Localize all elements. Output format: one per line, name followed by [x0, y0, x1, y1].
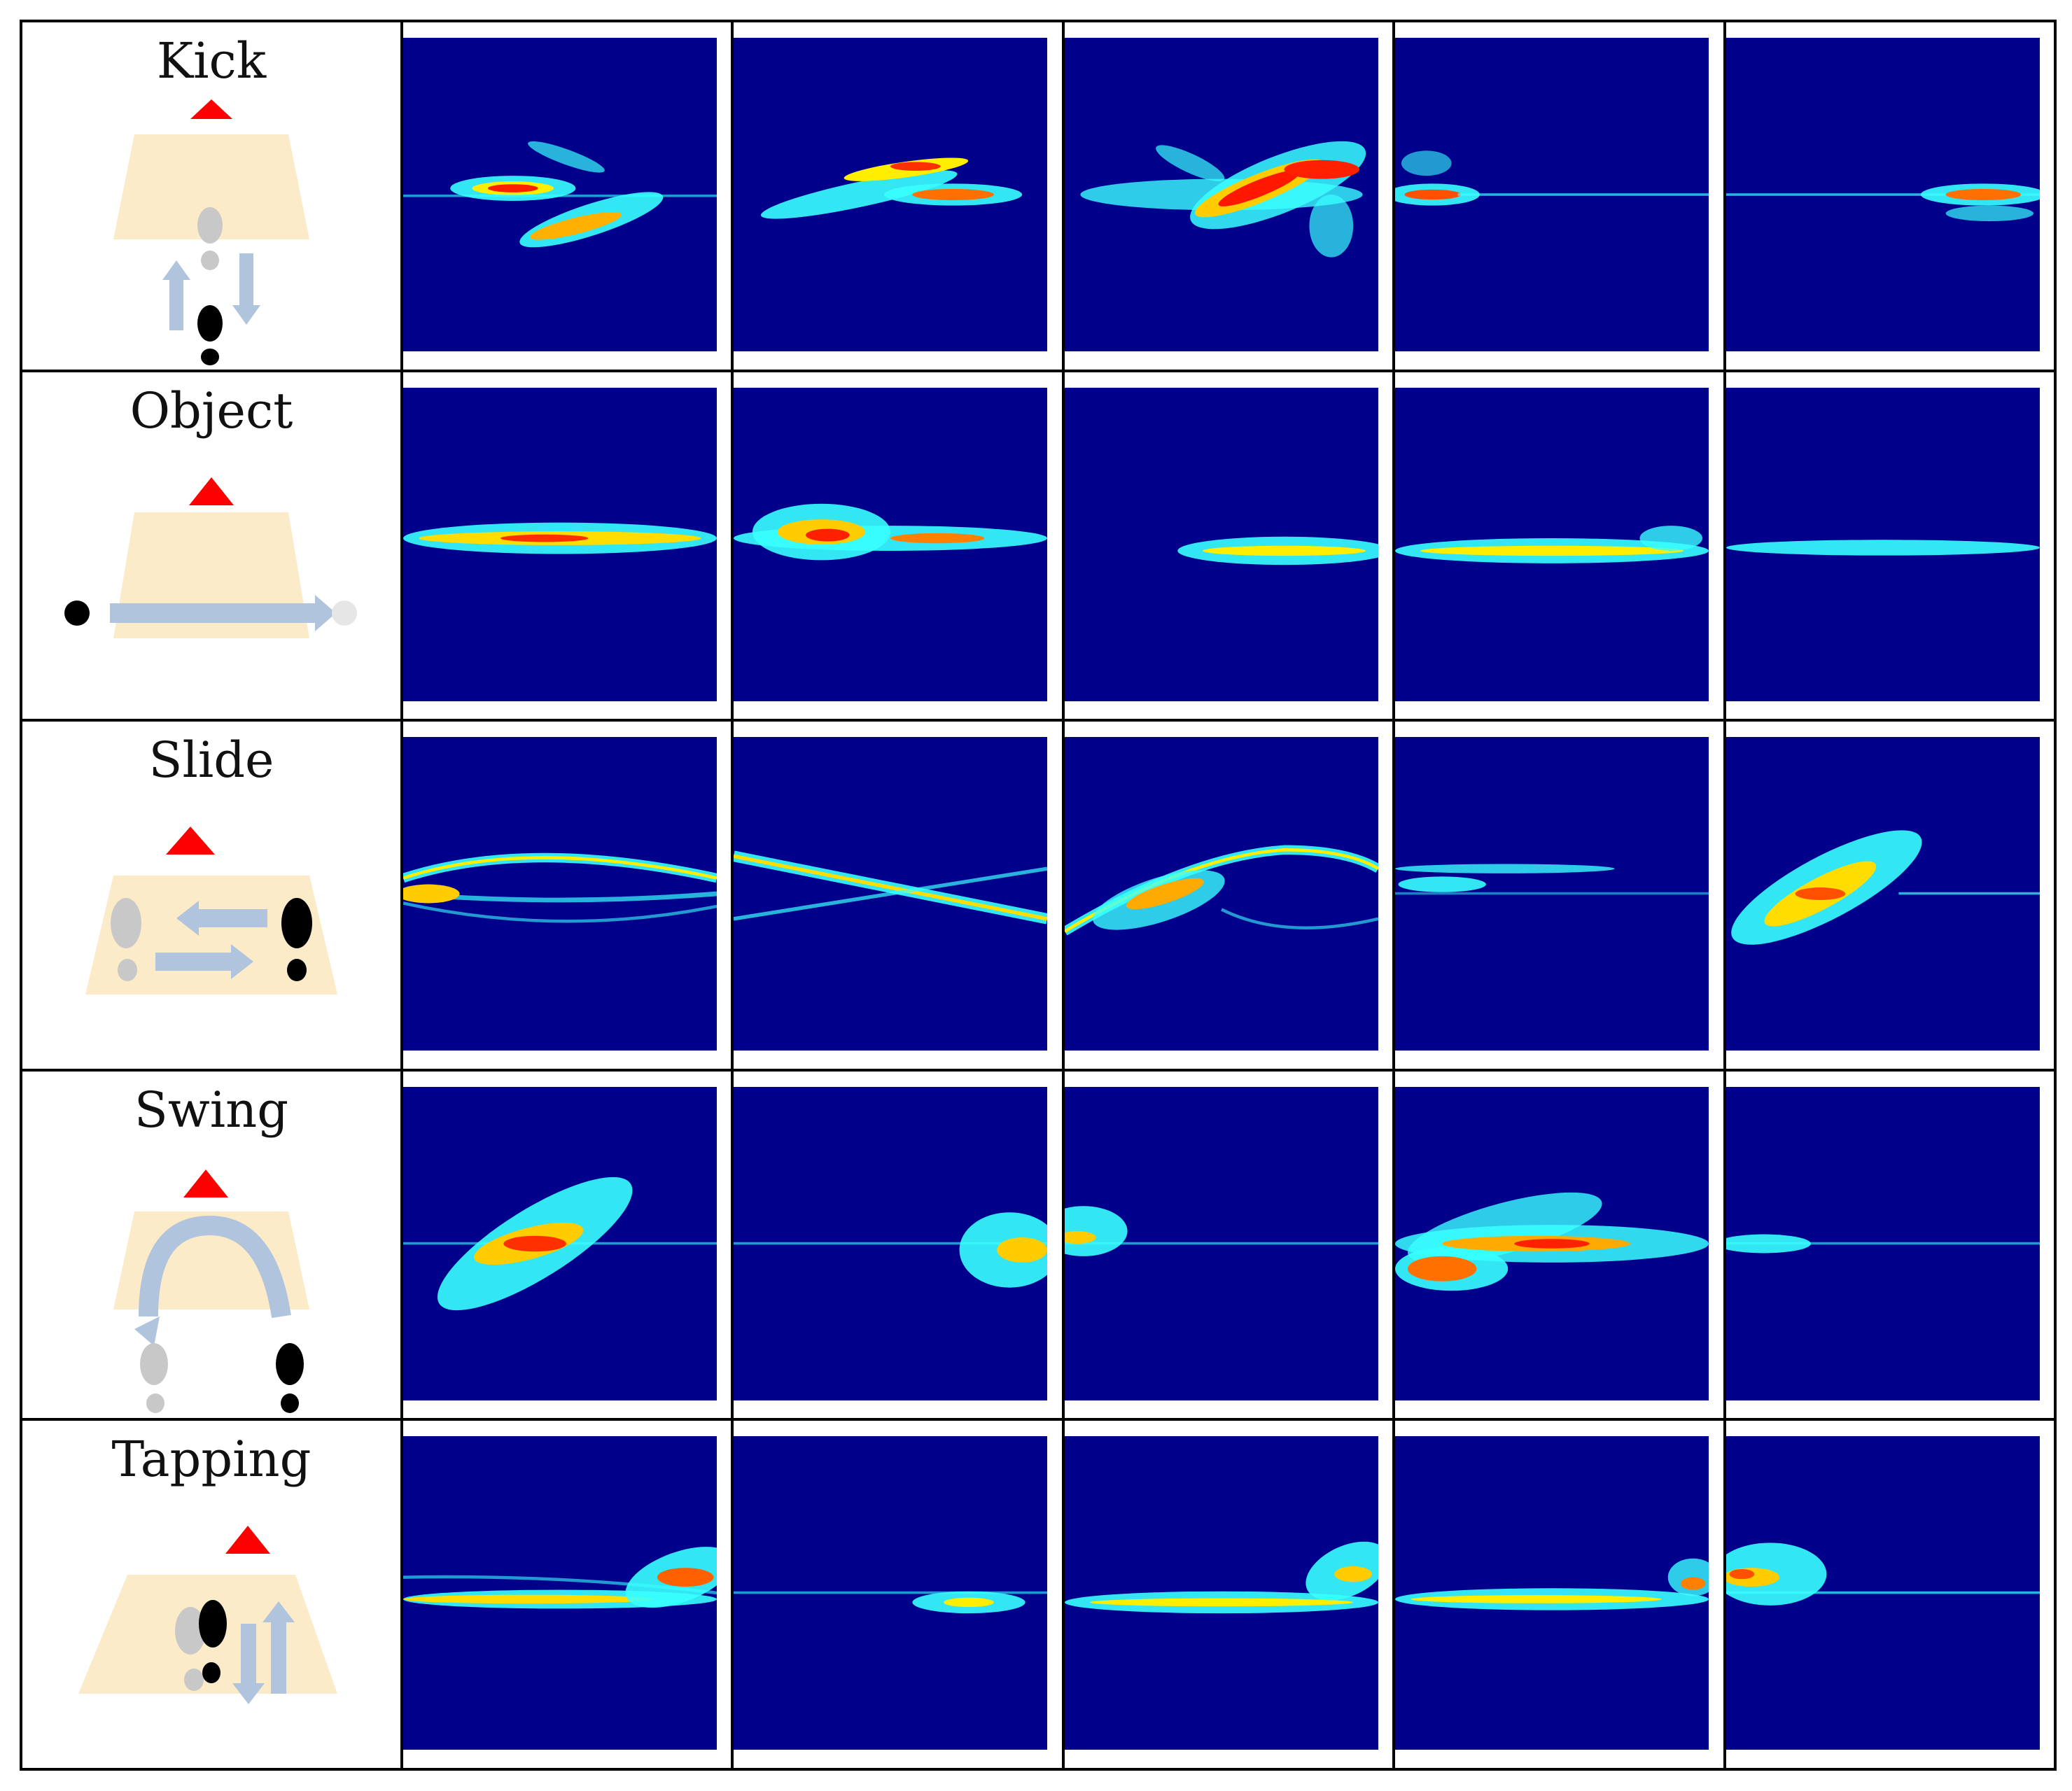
row-swing: Swing	[20, 1068, 2057, 1421]
row-tapping: Tapping	[20, 1418, 2057, 1771]
spectrogram-image	[405, 737, 717, 1051]
spectrogram-kick-1	[400, 20, 734, 372]
spectrogram-image	[1727, 1086, 2040, 1400]
spectrogram-kick-2	[731, 20, 1065, 372]
spectrogram-image	[735, 387, 1048, 701]
gesture-cell-object: Object	[20, 369, 403, 722]
gesture-cell-slide: Slide	[20, 719, 403, 1072]
spectrogram-image	[1396, 1086, 1709, 1400]
spectrogram-object-5	[1723, 369, 2057, 722]
row-slide: Slide	[20, 719, 2057, 1072]
spectrogram-kick-5	[1723, 20, 2057, 372]
spectrogram-image	[405, 1436, 717, 1750]
spectrogram-swing-4	[1392, 1068, 1726, 1421]
row-kick: Kick	[20, 20, 2057, 372]
spectrogram-object-2	[731, 369, 1065, 722]
gesture-label-kick: Kick	[156, 32, 267, 90]
spectrogram-object-1	[400, 369, 734, 722]
spectrogram-image	[735, 1436, 1048, 1750]
spectrogram-tapping-1	[400, 1418, 734, 1771]
spectrogram-image	[1396, 737, 1709, 1051]
spectrogram-image	[1065, 38, 1378, 351]
object-gesture-icon	[64, 477, 357, 638]
spectrogram-tapping-5	[1723, 1418, 2057, 1771]
spectrogram-image	[735, 737, 1048, 1051]
gesture-cell-tapping: Tapping	[20, 1418, 403, 1771]
spectrogram-image	[735, 1086, 1048, 1400]
row-object: Object	[20, 369, 2057, 722]
gesture-spectrogram-grid: Kick	[20, 20, 2057, 1771]
spectrogram-kick-3	[1061, 20, 1396, 372]
spectrogram-image	[405, 1086, 717, 1400]
spectrogram-image	[1065, 1086, 1378, 1400]
spectrogram-image	[1396, 38, 1709, 351]
spectrogram-swing-5	[1723, 1068, 2057, 1421]
spectrogram-object-4	[1392, 369, 1726, 722]
gesture-label-slide: Slide	[148, 731, 274, 789]
spectrogram-image	[1727, 737, 2040, 1051]
slide-gesture-icon	[85, 827, 337, 995]
spectrogram-image	[1727, 1436, 2040, 1750]
spectrogram-image	[1396, 1436, 1709, 1750]
kick-gesture-icon	[113, 99, 309, 365]
spectrogram-image	[405, 387, 717, 701]
spectrogram-slide-3	[1061, 719, 1396, 1072]
spectrogram-swing-1	[400, 1068, 734, 1421]
spectrogram-slide-5	[1723, 719, 2057, 1072]
spectrogram-tapping-4	[1392, 1418, 1726, 1771]
swing-gesture-icon	[113, 1169, 309, 1413]
spectrogram-swing-2	[731, 1068, 1065, 1421]
spectrogram-swing-3	[1061, 1068, 1396, 1421]
spectrogram-tapping-2	[731, 1418, 1065, 1771]
tapping-gesture-icon	[78, 1526, 337, 1705]
gesture-cell-kick: Kick	[20, 20, 403, 372]
spectrogram-image	[1065, 1436, 1378, 1750]
spectrogram-tapping-3	[1061, 1418, 1396, 1771]
gesture-label-object: Object	[130, 381, 293, 440]
spectrogram-image	[1727, 387, 2040, 701]
spectrogram-slide-1	[400, 719, 734, 1072]
spectrogram-image	[1065, 737, 1378, 1051]
spectrogram-image	[1065, 387, 1378, 701]
gesture-label-tapping: Tapping	[111, 1431, 312, 1489]
gesture-cell-swing: Swing	[20, 1068, 403, 1421]
spectrogram-slide-4	[1392, 719, 1726, 1072]
spectrogram-kick-4	[1392, 20, 1726, 372]
spectrogram-image	[405, 38, 717, 351]
spectrogram-image	[735, 38, 1048, 351]
gesture-label-swing: Swing	[134, 1081, 289, 1139]
spectrogram-slide-2	[731, 719, 1065, 1072]
spectrogram-image	[1727, 38, 2040, 351]
spectrogram-image	[1396, 387, 1709, 701]
spectrogram-object-3	[1061, 369, 1396, 722]
